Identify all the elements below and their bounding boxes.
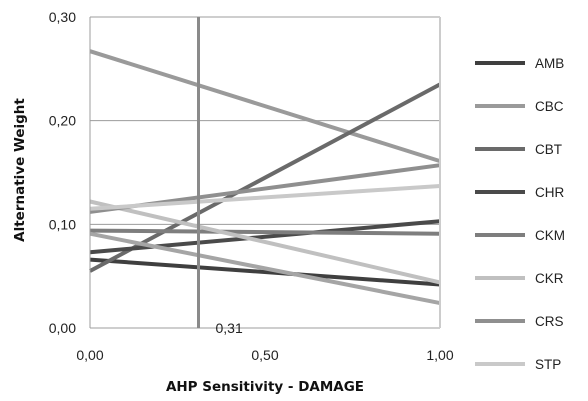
legend-label-chr: CHR — [535, 185, 564, 200]
grid-lines — [90, 16, 440, 329]
legend-label-ckr: CKR — [535, 271, 564, 286]
series-line-ckm — [89, 228, 441, 236]
series-line-amb — [89, 257, 441, 287]
series-line-cbt — [89, 82, 441, 273]
y-tick-label-2: 0,20 — [49, 113, 76, 129]
series-lines — [89, 49, 441, 306]
plot-frame — [89, 17, 441, 328]
y-axis-title: Alternative Weight — [12, 98, 28, 242]
legend: AMB CBC CBT CHR CKM CKR CRS STP — [475, 56, 565, 372]
x-axis-title: AHP Sensitivity - DAMAGE — [166, 379, 364, 395]
y-tick-label-3: 0,30 — [49, 9, 76, 25]
series-line-ckr — [89, 199, 441, 285]
x-tick-label-2: 1,00 — [426, 347, 453, 363]
series-line-stp — [89, 184, 441, 211]
y-tick-label-1: 0,10 — [49, 216, 76, 232]
x-tick-label-1: 0,50 — [251, 347, 278, 363]
sensitivity-marker: 0,31 — [197, 17, 243, 336]
marker-label: 0,31 — [216, 320, 243, 336]
y-tick-label-0: 0,00 — [49, 320, 76, 336]
series-line-chr — [89, 219, 441, 255]
series-line-cbc — [89, 49, 441, 164]
legend-label-amb: AMB — [535, 56, 564, 71]
legend-label-cbt: CBT — [535, 142, 562, 157]
x-tick-labels: 0,00 0,50 1,00 — [76, 347, 453, 363]
legend-label-cbc: CBC — [535, 99, 564, 114]
legend-label-ckm: CKM — [535, 228, 565, 243]
series-line-9 — [89, 231, 441, 306]
legend-label-crs: CRS — [535, 314, 564, 329]
y-tick-labels: 0,00 0,10 0,20 0,30 — [49, 9, 76, 336]
x-tick-label-0: 0,00 — [76, 347, 103, 363]
legend-label-stp: STP — [535, 357, 561, 372]
